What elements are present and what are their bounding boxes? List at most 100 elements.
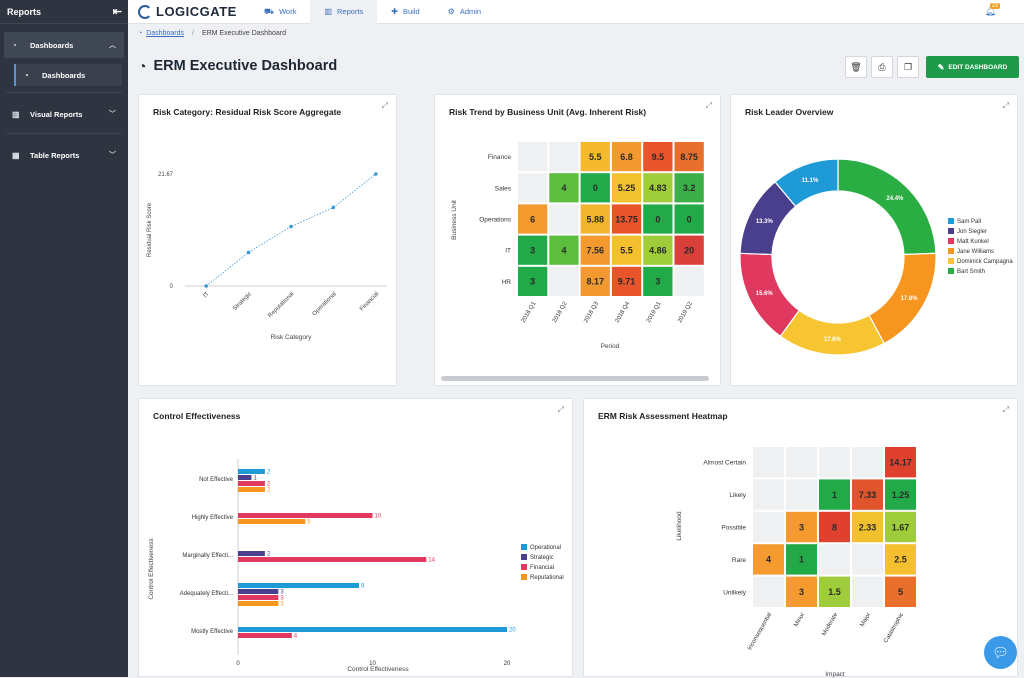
slice-label: 24.4% (886, 196, 904, 202)
gears-icon: ⚙ (447, 7, 455, 16)
expand-icon[interactable]: ⤢ (557, 405, 564, 414)
row-label: Operations (479, 217, 512, 224)
page-title: ◔ ERM Executive Dashboard (138, 58, 337, 74)
row-label: Unlikely (723, 589, 747, 596)
nav-reports[interactable]: ▥ Reports (310, 0, 378, 24)
expand-icon[interactable]: ⤢ (1002, 405, 1009, 414)
breadcrumb-dashboards-link[interactable]: Dashboards (146, 30, 184, 37)
breadcrumb: ◔ Dashboards / ERM Executive Dashboard (138, 30, 286, 37)
bar-value-label: 9 (361, 584, 365, 590)
bar (238, 633, 292, 638)
category-label: Highly Effective (192, 515, 234, 521)
category-label: Marginally Effecti... (182, 553, 233, 559)
sidebar-item-label: Visual Reports (30, 109, 83, 119)
sidebar-item-visual-reports[interactable]: ▥ Visual Reports ﹀ (4, 101, 124, 127)
risk-leader-donut: 24.4% 17.8% 17.8% 15.6% 13.3% 11.1% Sam Pall Jo… (739, 158, 1013, 356)
legend-swatch (521, 564, 527, 570)
col-label: 2019 Q2 (677, 300, 694, 324)
copy-button[interactable]: ❐ (897, 56, 919, 78)
cell-value: 20 (684, 246, 694, 256)
expand-icon[interactable]: ⤢ (1002, 101, 1009, 110)
gauge-icon: ◔ (12, 40, 17, 50)
heatmap-cell (610, 141, 643, 173)
bar (238, 557, 427, 562)
cell-value: 1.5 (828, 587, 841, 597)
y-axis-label: Control Effectiveness (148, 538, 155, 600)
category-label: Mostly Effective (191, 629, 234, 635)
nav-build[interactable]: ✚ Build (377, 0, 433, 24)
logo-icon (138, 4, 152, 19)
expand-icon[interactable]: ⤢ (381, 101, 388, 110)
heatmap-cell (884, 543, 917, 576)
col-label: Inconsequential (747, 612, 773, 651)
cell-value: 4 (561, 246, 566, 256)
col-label: 2019 Q1 (646, 300, 663, 324)
heatmap-cell (642, 172, 674, 204)
sidebar-title: Reports (7, 6, 42, 17)
expand-icon[interactable]: ⤢ (705, 101, 712, 110)
print-button[interactable]: ⎙ (871, 56, 893, 78)
slice-label: 13.3% (756, 219, 774, 225)
card-risk-trend: Risk Trend by Business Unit (Avg. Inhere… (434, 94, 721, 386)
heatmap-cell (752, 446, 785, 479)
cell-value: 9.71 (618, 277, 636, 287)
residual-line-chart: 0 21.67 IT Strategic Reputational Operational… (147, 172, 387, 341)
bell-icon[interactable]: 🔔︎ (984, 6, 996, 16)
cell-value: 1 (799, 555, 804, 565)
cell-value: 5 (898, 587, 903, 597)
nav-work[interactable]: ⛟ Work (250, 0, 310, 24)
bar-value-label: 20 (509, 628, 516, 634)
sidebar-item-table-reports[interactable]: ▦ Table Reports ﹀ (4, 142, 124, 168)
horizontal-scrollbar[interactable] (441, 376, 709, 381)
row-label: Almost Certain (703, 460, 746, 467)
heatmap-cell (884, 510, 917, 544)
legend-swatch (948, 258, 954, 264)
legend-swatch (948, 248, 954, 254)
heatmap-cell (818, 510, 851, 544)
category-label: Adequately Effecti... (180, 591, 234, 597)
nav-label: Reports (337, 7, 364, 16)
legend-swatch (948, 238, 954, 244)
table-icon: ▦ (12, 150, 20, 160)
sidebar-item-label: Table Reports (30, 150, 80, 160)
legend-label: Bart Smith (957, 269, 985, 275)
heatmap-cell (785, 543, 818, 576)
gauge-icon: ◔ (138, 30, 143, 37)
notification-badge: 23 (989, 3, 1000, 9)
heatmap-cell (642, 234, 674, 266)
legend-label: Jon Siegler (957, 229, 987, 235)
bar-value-label: 2 (267, 470, 271, 476)
row-label: HR (502, 279, 512, 286)
heatmap-cell (517, 203, 549, 235)
printer-icon: ⎙ (878, 61, 886, 72)
slice-label: 15.6% (756, 291, 774, 297)
cell-value: 6 (530, 214, 535, 224)
row-label: Likely (729, 492, 746, 499)
collapse-sidebar-icon[interactable]: ⇤ (112, 6, 122, 18)
legend-label: Dominick Campagna (957, 259, 1013, 265)
y-tick-label: 0 (170, 284, 174, 290)
heatmap-cell (579, 265, 611, 298)
legend-swatch (521, 544, 527, 550)
heatmap-cell (851, 478, 884, 511)
copy-icon: ❐ (903, 61, 913, 72)
sidebar-item-dashboards[interactable]: ◔ Dashboards ︿ (4, 32, 124, 58)
brand-logo[interactable]: LOGICGATE (138, 4, 250, 19)
heatmap-cell (610, 203, 643, 235)
heatmap-cell (579, 141, 611, 173)
col-label: 2018 Q3 (583, 300, 600, 324)
cell-value: 5.25 (618, 183, 636, 193)
data-point (204, 284, 208, 288)
data-point (289, 224, 293, 229)
bar (238, 595, 279, 600)
sidebar-subitem-dashboards[interactable]: ◔ Dashboards (14, 64, 122, 86)
nav-admin[interactable]: ⚙ Admin (434, 0, 495, 24)
chat-button[interactable]: 💬︎ (984, 636, 1017, 669)
x-tick-label: 20 (504, 661, 511, 667)
heatmap-cell (548, 234, 580, 266)
cell-value: 3 (799, 587, 804, 597)
card-title: Risk Category: Residual Risk Score Aggre… (153, 107, 342, 117)
edit-dashboard-button[interactable]: ✎ EDIT DASHBOARD (926, 56, 1019, 78)
delete-button[interactable]: 🗑︎ (845, 56, 867, 78)
